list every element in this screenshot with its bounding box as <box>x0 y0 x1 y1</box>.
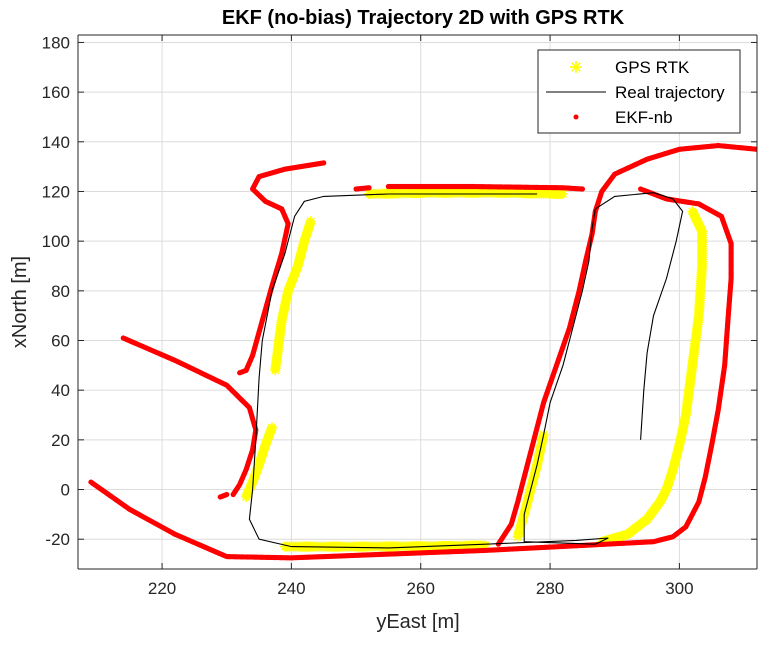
gps-rtk-point <box>558 188 568 199</box>
gps-rtk-point <box>241 491 252 502</box>
legend-label-gps-rtk: GPS RTK <box>615 58 690 77</box>
x-tick-label: 220 <box>148 579 176 598</box>
ekf-nb-point <box>579 186 586 192</box>
data-marks <box>88 142 757 561</box>
asterisk-stroke <box>558 189 568 199</box>
y-tick-label: 180 <box>42 33 70 52</box>
x-axis-label: yEast [m] <box>376 611 459 633</box>
x-tick-label: 260 <box>407 579 435 598</box>
chart-title: EKF (no-bias) Trajectory 2D with GPS RTK <box>222 7 625 29</box>
series-ekf-nb <box>88 142 757 561</box>
y-tick-label: -20 <box>45 530 70 549</box>
legend-gps-asterisk <box>570 61 582 73</box>
ekf-nb-point <box>243 367 249 373</box>
y-tick-label: 100 <box>42 232 70 251</box>
ekf-nb-point <box>366 185 372 191</box>
y-tick-label: 80 <box>51 282 70 301</box>
gps-rtk-point <box>270 365 281 376</box>
asterisk-stroke <box>271 366 280 375</box>
y-tick-label: 0 <box>61 481 70 500</box>
asterisk-stroke <box>688 207 697 216</box>
ekf-nb-point <box>224 491 230 498</box>
ekf-nb-point <box>638 186 644 192</box>
x-tick-label: 280 <box>536 579 564 598</box>
asterisk-stroke <box>242 492 251 502</box>
legend: GPS RTK Real trajectory EKF-nb <box>537 49 741 134</box>
asterisk-stroke <box>481 541 490 550</box>
x-tick-label: 240 <box>277 579 305 598</box>
y-tick-label: 120 <box>42 182 70 201</box>
legend-gps-marker <box>570 61 582 73</box>
series-gps-rtk <box>241 187 708 552</box>
y-tick-label: 140 <box>42 133 70 152</box>
legend-label-ekf-nb: EKF-nb <box>615 108 673 127</box>
legend-ekf-marker <box>573 114 579 120</box>
y-axis-label: xNorth [m] <box>9 256 31 348</box>
legend-label-real-trajectory: Real trajectory <box>615 83 725 102</box>
gps-rtk-point <box>687 206 698 217</box>
y-tick-label: 40 <box>51 381 70 400</box>
y-tick-label: 160 <box>42 83 70 102</box>
x-tick-label: 300 <box>665 579 693 598</box>
ekf-nb-point <box>230 491 236 498</box>
y-tick-label: 20 <box>51 431 70 450</box>
y-tick-label: 60 <box>51 331 70 350</box>
